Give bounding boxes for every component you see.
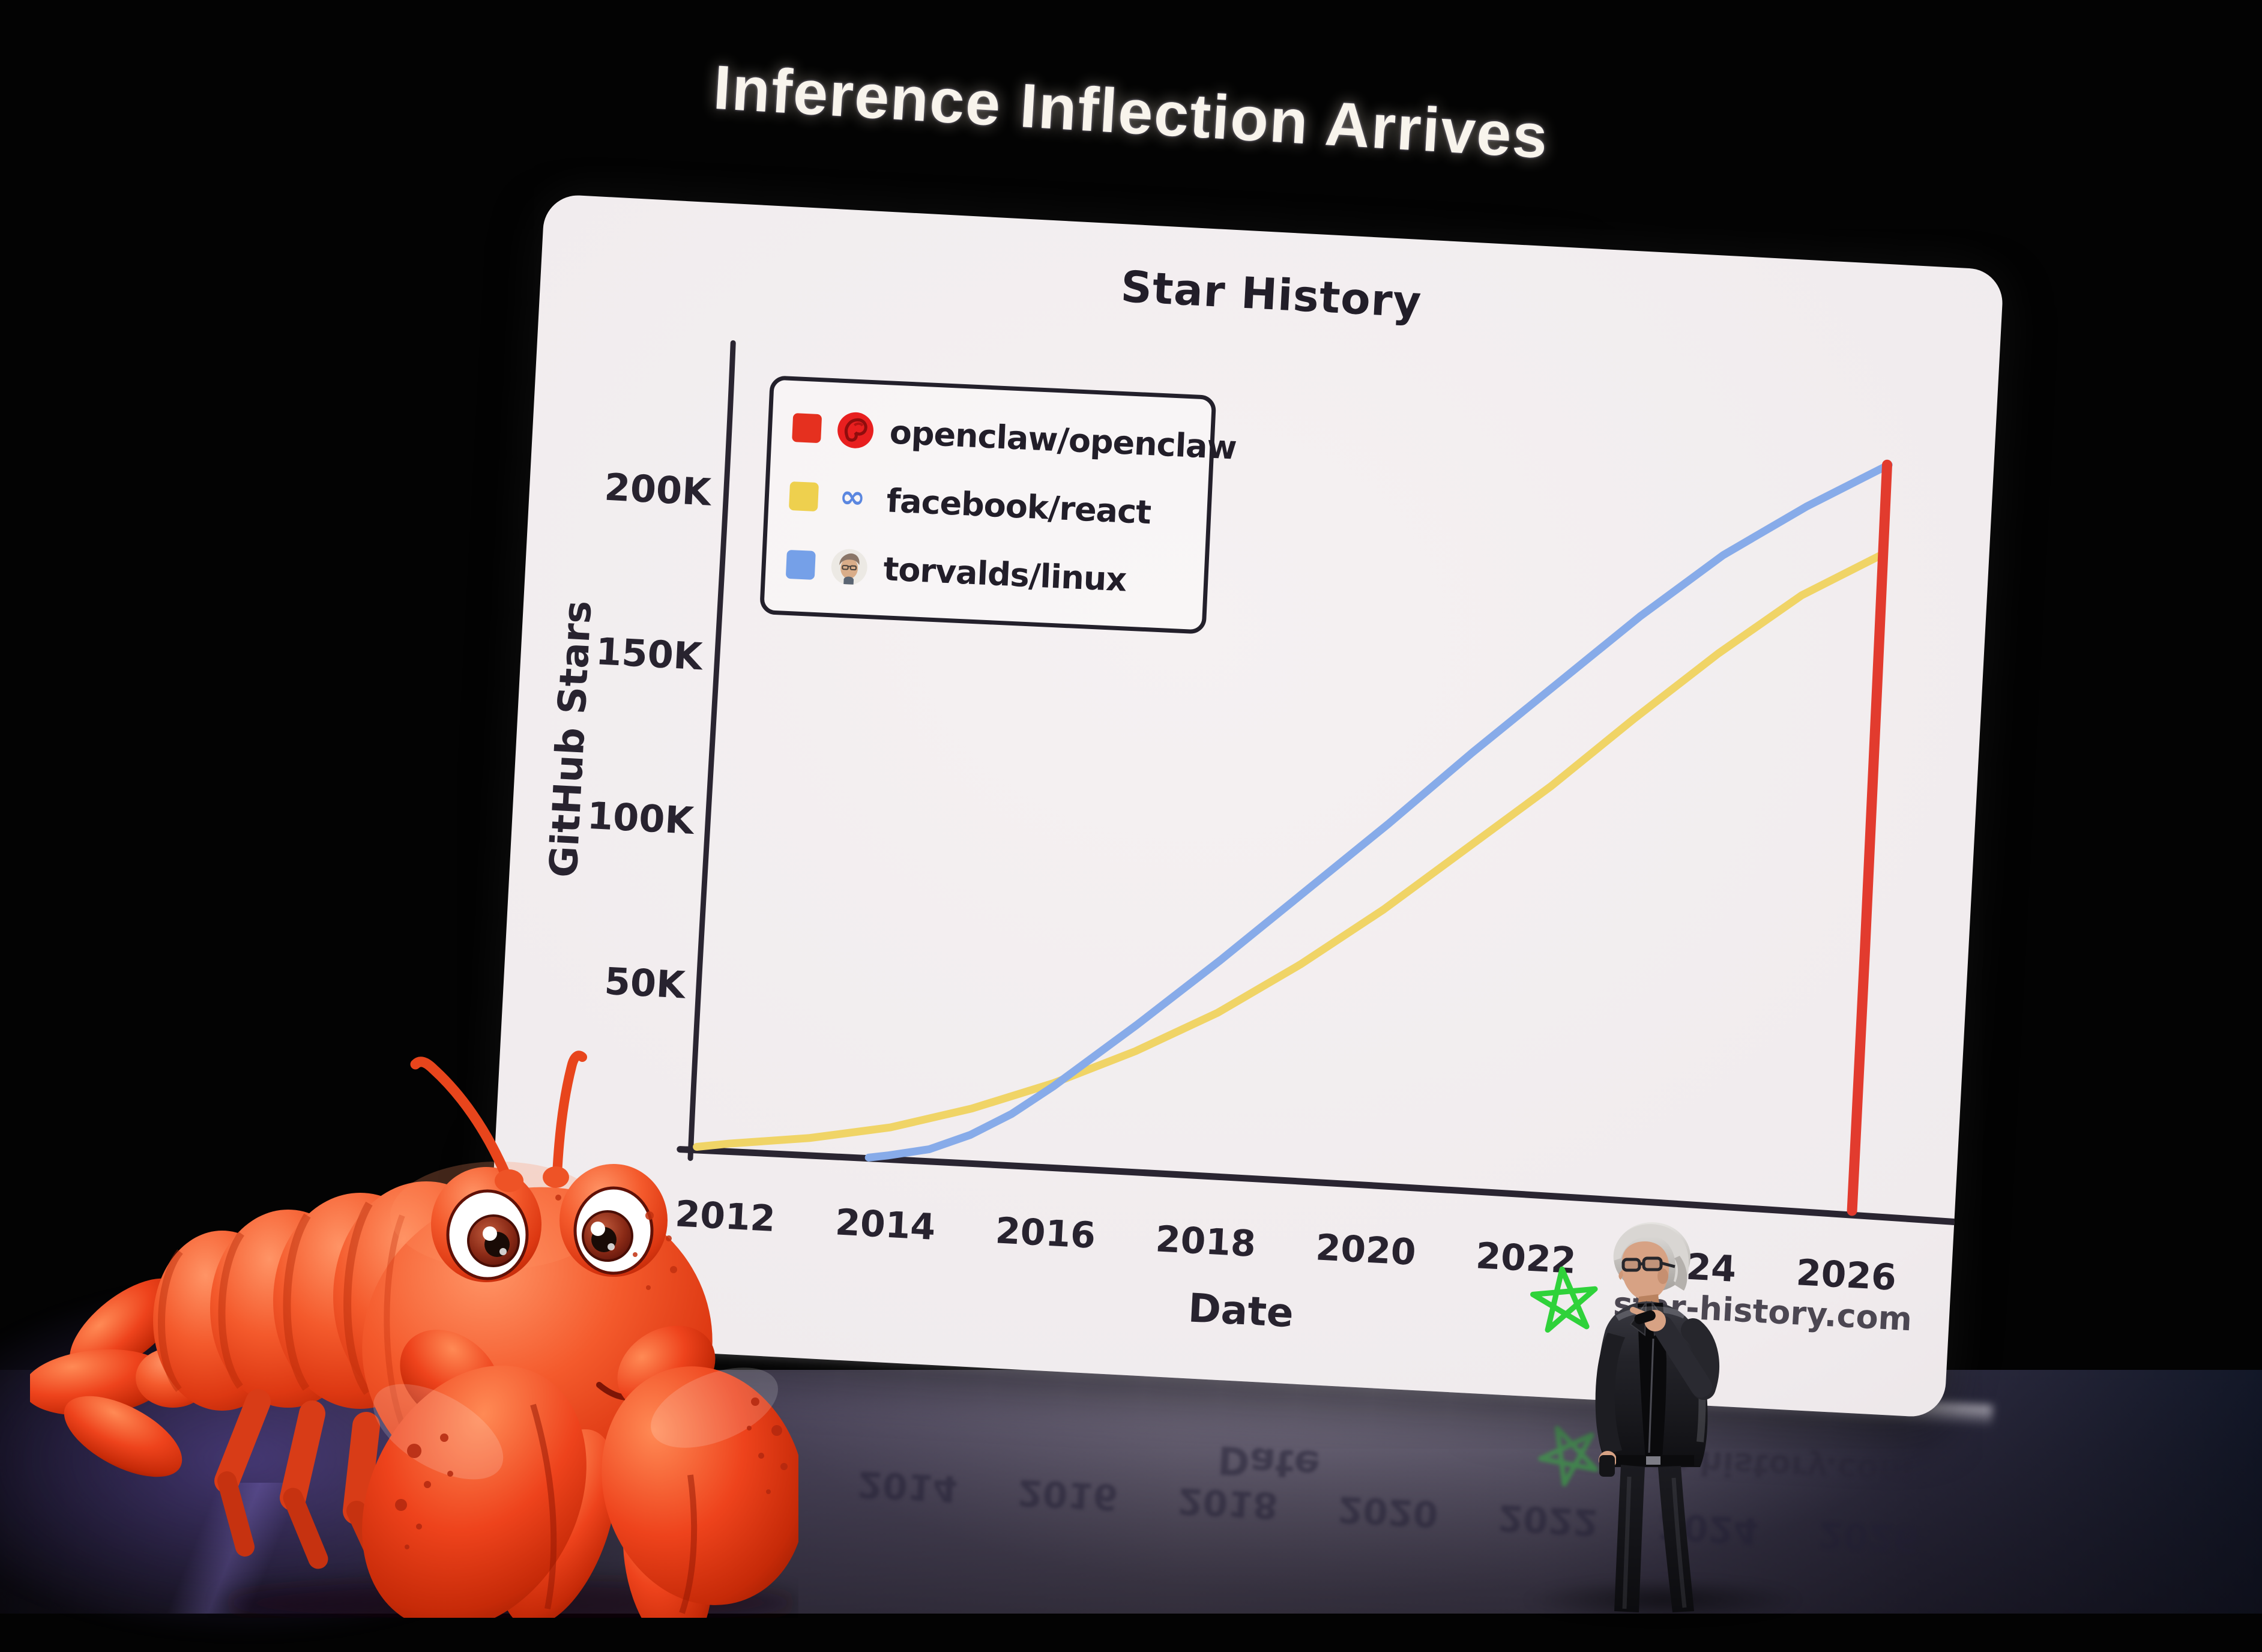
y-tick-label: 200K [603, 465, 713, 514]
legend-row: openclaw/openclaw [791, 397, 1191, 475]
legend-swatch [786, 550, 816, 580]
chart-legend: openclaw/openclaw∞ facebook/react torvalds… [759, 375, 1216, 634]
reflection-date-label: Date [1217, 1437, 1321, 1487]
x-axis-title: Date [1187, 1285, 1294, 1336]
presenter-figure [1556, 1213, 1760, 1614]
reflection-year-label: 2016 [1016, 1471, 1118, 1518]
slide-title: Inference Inflection Arrives [711, 52, 1551, 172]
legend-row: ∞ facebook/react [788, 466, 1188, 544]
torvalds-avatar-icon [828, 546, 870, 588]
lobster-legs [227, 1402, 384, 1571]
lobster-mascot-illustration [30, 1017, 798, 1618]
y-tick-label: 100K [586, 794, 696, 843]
x-tick-label: 2016 [994, 1210, 1096, 1257]
presenter-head [1614, 1222, 1690, 1300]
x-tick-label: 2014 [834, 1201, 936, 1249]
svg-text:∞: ∞ [839, 478, 866, 516]
reflection-year-label: 2018 [1177, 1479, 1279, 1527]
openclaw-logo-icon [835, 409, 876, 451]
meta-infinity-logo-icon: ∞ [831, 478, 873, 519]
reflection-year-label: 2026 [1817, 1513, 1919, 1560]
legend-label: facebook/react [885, 481, 1151, 531]
reflection-year-label: 2014 [857, 1462, 959, 1510]
reflection-year-label: 2020 [1337, 1488, 1439, 1535]
legend-label: openclaw/openclaw [889, 413, 1237, 466]
x-tick-label: 2020 [1315, 1226, 1417, 1274]
y-tick-label: 150K [595, 629, 705, 678]
keynote-stage: Date star-history.com 201220142016201820… [0, 0, 2262, 1614]
legend-row: torvalds/linux [785, 534, 1185, 612]
y-tick-label: 50K [603, 959, 687, 1007]
legend-swatch [792, 413, 822, 443]
legend-label: torvalds/linux [882, 550, 1127, 598]
presenter-legs [1614, 1465, 1694, 1612]
x-tick-label: 2018 [1154, 1218, 1256, 1265]
legend-swatch [789, 481, 819, 511]
series-line-openclaw-openclaw [1848, 465, 1891, 1211]
